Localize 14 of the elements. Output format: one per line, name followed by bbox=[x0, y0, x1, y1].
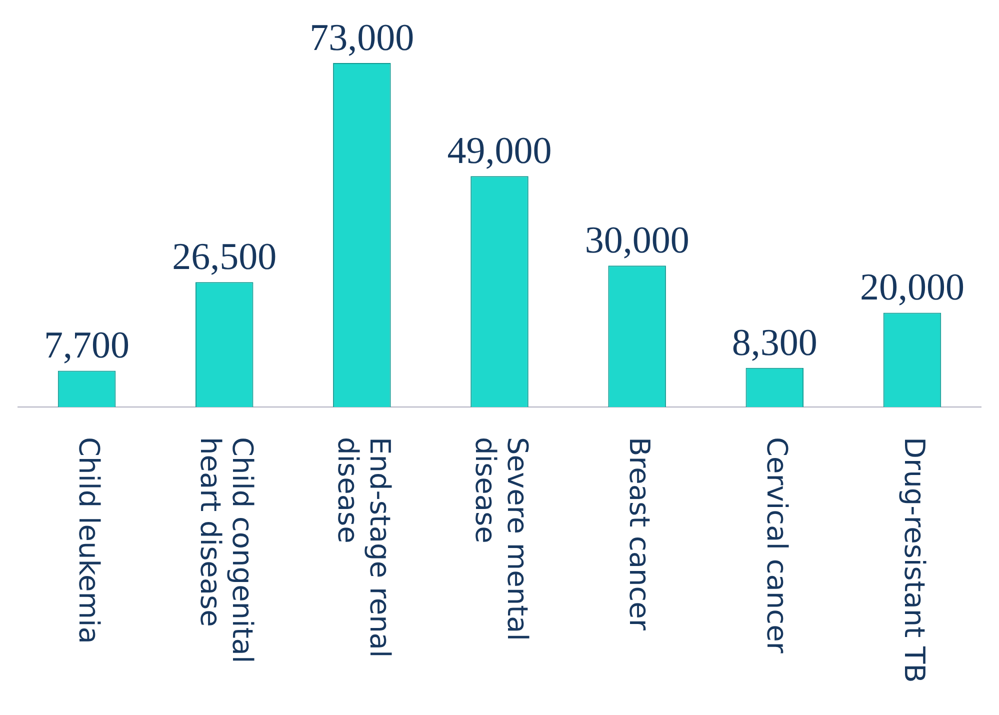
x-tick-label: Cervical cancer bbox=[760, 437, 794, 654]
x-tick-label: Breast cancer bbox=[622, 437, 656, 631]
x-tick-label: Child leukemia bbox=[72, 437, 106, 644]
data-label: 8,300 bbox=[732, 322, 818, 364]
data-label: 49,000 bbox=[447, 130, 552, 172]
data-label: 26,500 bbox=[172, 236, 277, 278]
x-tick-label: Child congenital heart disease bbox=[194, 437, 260, 664]
x-tick-label: Drug-resistant TB bbox=[898, 437, 931, 683]
data-label: 73,000 bbox=[310, 16, 414, 59]
x-tick-label: Severe mental disease bbox=[469, 437, 534, 641]
x-tick-label: End-stage renal disease bbox=[332, 437, 397, 658]
data-label: 7,700 bbox=[44, 324, 130, 367]
data-label: 20,000 bbox=[860, 266, 964, 309]
data-label: 30,000 bbox=[584, 220, 690, 262]
